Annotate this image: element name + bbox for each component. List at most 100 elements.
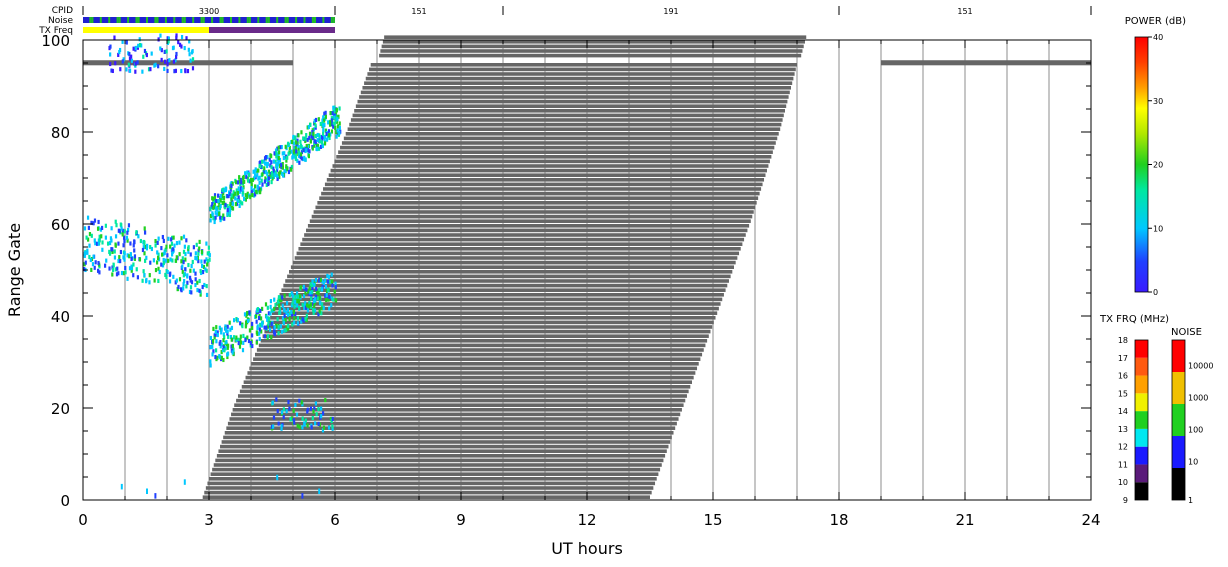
echo-cell	[116, 266, 119, 271]
gray-row	[256, 348, 704, 352]
gray-row	[216, 454, 666, 458]
gray-row	[290, 265, 734, 269]
echo-cell	[111, 272, 114, 277]
echo-cell	[146, 488, 148, 495]
echo-cell	[287, 400, 290, 405]
echo-cell	[267, 176, 270, 181]
echo-cell	[295, 149, 298, 154]
echo-cell	[172, 235, 175, 240]
echo-cell	[111, 247, 114, 252]
echo-cell	[309, 122, 312, 127]
gray-row	[273, 306, 719, 311]
echo-cell	[336, 131, 339, 136]
echo-cell	[324, 398, 327, 403]
echo-cell	[231, 199, 234, 204]
echo-cell	[257, 176, 260, 181]
echo-cell	[139, 238, 142, 244]
echo-cell	[288, 311, 291, 316]
echo-cell	[291, 139, 294, 144]
echo-cell	[312, 409, 315, 414]
power-colorbar-tick-label: 40	[1153, 33, 1163, 42]
echo-cell	[217, 199, 220, 204]
echo-cell	[142, 54, 145, 59]
echo-cell	[312, 298, 316, 304]
echo-cell	[312, 307, 315, 313]
echo-cell	[315, 286, 318, 292]
gray-row	[249, 366, 698, 371]
echo-cell	[191, 66, 195, 71]
noise-speckle	[137, 17, 140, 23]
echo-cell	[90, 267, 93, 272]
echo-cell	[178, 240, 181, 245]
echo-cell	[163, 250, 166, 256]
echo-cell	[143, 251, 146, 256]
echo-cell	[302, 136, 305, 141]
echo-cell	[264, 161, 267, 166]
gray-row	[289, 270, 733, 274]
echo-cell	[301, 425, 304, 430]
echo-cell	[101, 247, 104, 252]
echo-cell	[310, 283, 314, 289]
echo-cell	[270, 335, 273, 340]
echo-cell	[300, 400, 303, 405]
echo-cell	[167, 258, 170, 263]
echo-cell	[331, 121, 334, 126]
echo-cell	[300, 149, 304, 155]
echo-cell	[280, 144, 283, 150]
echo-cell	[128, 266, 132, 271]
echo-cell	[220, 327, 223, 332]
echo-cell	[301, 302, 304, 307]
echo-cell	[133, 254, 137, 259]
echo-cell	[236, 190, 240, 196]
echo-cell	[86, 215, 90, 220]
echo-cell	[236, 317, 239, 323]
echo-cell	[200, 259, 203, 264]
echo-cell	[228, 212, 231, 218]
echo-cell	[336, 124, 340, 129]
echo-cell	[123, 257, 126, 262]
echo-cell	[226, 211, 229, 216]
echo-cell	[167, 36, 170, 41]
echo-cell	[225, 342, 228, 347]
echo-cell	[280, 297, 283, 303]
echo-cell	[333, 113, 336, 118]
gray-row	[287, 274, 731, 279]
echo-cell	[269, 171, 272, 177]
echo-cell	[237, 198, 240, 204]
x-tick-label: 24	[1081, 511, 1100, 529]
echo-cell	[257, 168, 260, 173]
echo-cell	[284, 328, 287, 333]
echo-cell	[296, 321, 299, 326]
echo-cell	[175, 33, 178, 38]
echo-cell	[150, 51, 153, 56]
echo-cell	[298, 425, 301, 430]
echo-cell	[270, 180, 273, 185]
echo-cell	[277, 152, 280, 157]
noise-colorbar-title: NOISE	[1171, 327, 1202, 338]
noise-speckle	[230, 17, 232, 23]
echo-cell	[157, 37, 160, 42]
noise-speckle	[154, 17, 157, 23]
echo-cell	[314, 277, 318, 283]
echo-cell	[115, 272, 119, 277]
echo-cell	[189, 58, 192, 63]
echo-cell	[327, 425, 331, 430]
echo-cell	[231, 206, 235, 211]
y-axis-label: Range Gate	[5, 223, 24, 317]
echo-cell	[117, 258, 120, 264]
echo-cell	[320, 286, 324, 291]
echo-cell	[259, 322, 262, 327]
echo-cell	[247, 178, 250, 183]
noise-speckle	[118, 17, 121, 23]
echo-cell	[159, 33, 162, 38]
echo-cell	[220, 342, 223, 347]
echo-cell	[198, 288, 201, 293]
echo-cell	[174, 68, 178, 73]
echo-cell	[159, 46, 162, 51]
echo-cell	[244, 320, 248, 325]
echo-cell	[329, 111, 332, 116]
echo-cell	[265, 325, 268, 330]
echo-cell	[228, 190, 231, 195]
echo-cell	[182, 234, 186, 239]
echo-cell	[248, 310, 251, 315]
